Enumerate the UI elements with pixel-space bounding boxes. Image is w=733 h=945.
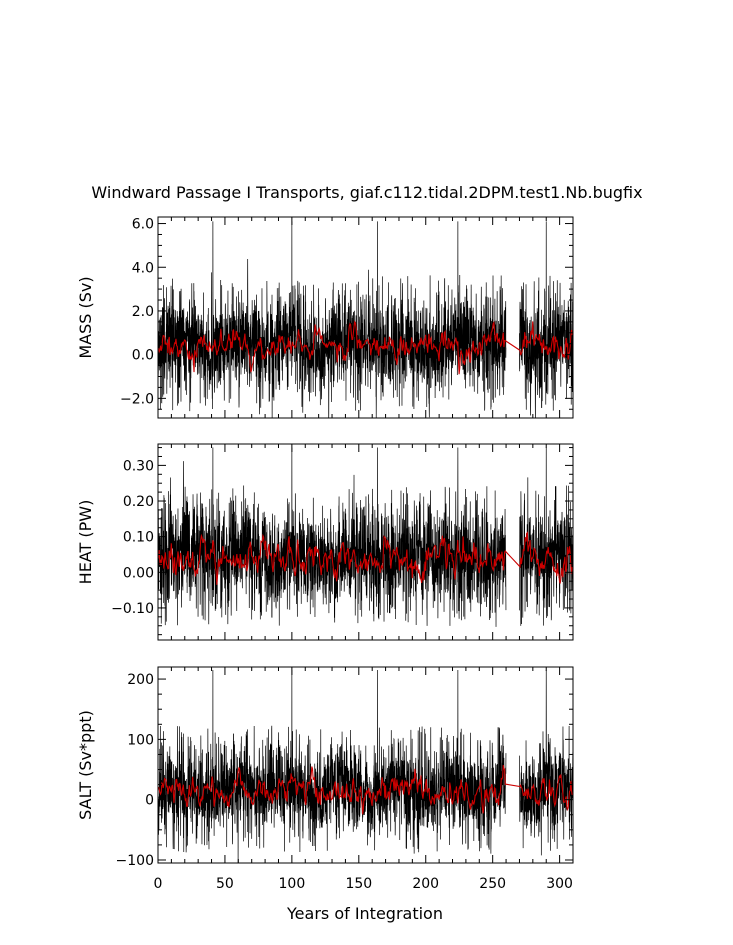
x-tick-label: 150 (345, 876, 372, 892)
y-axis-label-salt: SALT (Sv*ppt) (76, 710, 95, 820)
y-tick-label: 0.20 (123, 494, 154, 510)
y-tick-label: 6.0 (132, 217, 154, 233)
panels: −2.0 0.0 2.0 4.0 6.0 MASS (Sv) −0.10 0.00 0.10 0.… (76, 216, 574, 892)
y-tick-label: 200 (127, 672, 154, 688)
x-tick-labels: 0 50 100 150 200 250 300 (154, 876, 573, 892)
series-annual-mass (158, 320, 573, 375)
plot-frame-heat (157, 443, 574, 641)
y-tick-label: 0.0 (132, 348, 154, 364)
y-tick-label: 0.30 (123, 458, 154, 474)
y-axis-label-heat: HEAT (PW) (76, 500, 95, 585)
x-axis-label: Years of Integration (286, 904, 443, 923)
panel-heat: −0.10 0.00 0.10 0.20 0.30 HEAT (PW) (76, 443, 574, 641)
y-tick-label: 0.10 (123, 530, 154, 546)
series-monthly-salt (158, 670, 573, 863)
y-tick-label: −100 (116, 853, 154, 869)
y-tick-label: −0.10 (111, 601, 154, 617)
series-monthly-heat (158, 447, 573, 627)
y-tick-label: 2.0 (132, 304, 154, 320)
x-tick-label: 200 (412, 876, 439, 892)
x-tick-label: 50 (216, 876, 234, 892)
series-annual-heat (158, 531, 573, 585)
x-tick-label: 0 (154, 876, 163, 892)
series-annual-salt (158, 764, 573, 815)
x-tick-label: 300 (546, 876, 573, 892)
y-tick-label: 4.0 (132, 260, 154, 276)
y-axis-label-mass: MASS (Sv) (76, 276, 95, 358)
y-tick-label: −2.0 (120, 391, 154, 407)
chart-title: Windward Passage I Transports, giaf.c112… (91, 183, 642, 202)
y-tick-label: 0.00 (123, 565, 154, 581)
x-tick-label: 250 (479, 876, 506, 892)
x-tick-label: 100 (279, 876, 306, 892)
panel-mass: −2.0 0.0 2.0 4.0 6.0 MASS (Sv) (76, 216, 574, 419)
y-tick-label: 0 (145, 793, 154, 809)
plot-frame-salt (157, 666, 574, 864)
series-monthly-mass (158, 221, 573, 418)
plot-frame-mass (157, 216, 574, 419)
y-tick-label: 100 (127, 732, 154, 748)
panel-salt: −100 0 100 200 SALT (Sv*ppt) (76, 666, 574, 869)
